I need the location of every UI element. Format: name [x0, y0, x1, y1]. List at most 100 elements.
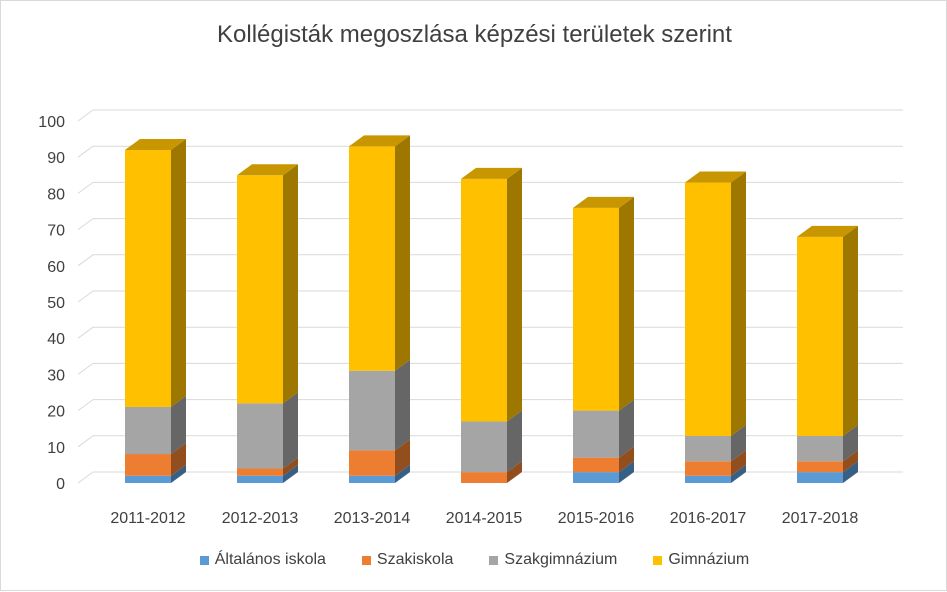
bar-segment [685, 475, 731, 483]
bar-segment-side [843, 461, 858, 483]
bar-segment [797, 461, 843, 473]
chart-legend: Általános iskola Szakiskola Szakgimnázium G… [1, 551, 947, 569]
bar-segment [349, 370, 395, 451]
gridline-depth [77, 471, 94, 484]
bar-segment [349, 450, 395, 476]
bar-segment-top [349, 135, 410, 147]
chart-title: Kollégisták megoszlása képzési területek… [217, 21, 732, 48]
bar-segment-side [619, 461, 634, 483]
bar-segment [797, 435, 843, 462]
bar-segment-side [843, 424, 858, 462]
bar-segment [125, 406, 171, 455]
gridline-depth [77, 362, 94, 375]
bar-segment [573, 410, 619, 458]
y-tick-label: 50 [47, 295, 65, 312]
gridline-depth [77, 290, 94, 303]
y-tick-label: 100 [38, 114, 65, 131]
bar-segment-top [573, 196, 634, 208]
bar-segment-side [283, 392, 298, 469]
bar-segment-side [731, 450, 746, 476]
gridline-depth [77, 109, 94, 122]
bar-segment [237, 468, 283, 476]
bar-segment [125, 454, 171, 476]
y-tick-label: 20 [47, 404, 65, 421]
bar-segment [685, 461, 731, 476]
legend-item: Szakiskola [361, 551, 454, 569]
x-tick-label: 2014-2015 [446, 510, 523, 527]
gridline-depth [77, 181, 94, 194]
bar-segment-side [619, 446, 634, 473]
gridline-depth [77, 218, 94, 231]
x-tick-label: 2011-2012 [110, 510, 185, 527]
bar-segment-side [843, 225, 858, 436]
legend-swatch [361, 555, 371, 565]
x-tick-label: 2016-2017 [670, 510, 747, 527]
y-tick-label: 0 [56, 476, 65, 493]
bar-segment-side [507, 461, 522, 483]
bar-segment-side [619, 399, 634, 458]
bar-segment-top [125, 138, 186, 150]
x-tick-label: 2017-2018 [782, 510, 859, 527]
bar-segment-top [237, 164, 298, 176]
bar-segment-top [797, 225, 858, 237]
y-tick-label: 70 [47, 223, 65, 240]
x-tick-label: 2012-2013 [222, 510, 299, 527]
bar-segment [573, 472, 619, 483]
gridline-depth [77, 254, 94, 267]
gridline-depth [77, 399, 94, 412]
bar-segment [349, 475, 395, 483]
bar-segment [237, 175, 283, 404]
bar-segment [125, 475, 171, 483]
legend-swatch [199, 555, 209, 565]
bar-segment-side [283, 457, 298, 476]
bar-segment-side [619, 196, 634, 411]
gridline-depth [77, 435, 94, 448]
bar-segment [125, 149, 171, 407]
bar-segment [461, 178, 507, 422]
bar-segment-top [461, 167, 522, 179]
bar-segment-side [507, 167, 522, 422]
bar-segment-side [171, 395, 186, 455]
legend-label: Szakgimnázium [504, 551, 618, 568]
bar-segment [237, 475, 283, 483]
gridline-depth [77, 145, 94, 158]
bar-segment-side [171, 464, 186, 483]
bar-segment-side [171, 443, 186, 476]
legend-item: Szakgimnázium [489, 551, 617, 569]
y-tick-label: 80 [47, 186, 65, 203]
x-tick-label: 2015-2016 [558, 510, 635, 527]
y-tick-label: 10 [47, 440, 65, 457]
y-tick-label: 40 [47, 331, 65, 348]
bar-segment [685, 182, 731, 436]
gridline-depth [77, 326, 94, 339]
bar-segment-side [395, 135, 410, 371]
legend-label: Általános iskola [214, 551, 326, 568]
bar-segment-side [395, 359, 410, 451]
legend-swatch [489, 555, 499, 565]
y-tick-label: 30 [47, 367, 65, 384]
bar-segment-top [685, 171, 746, 183]
x-tick-label: 2013-2014 [334, 510, 411, 527]
bar-segment-side [283, 464, 298, 483]
bar-segment [349, 146, 395, 371]
bar-segment-side [731, 171, 746, 436]
legend-swatch [653, 555, 663, 565]
y-tick-label: 60 [47, 259, 65, 276]
y-tick-label: 90 [47, 150, 65, 167]
bar-segment-side [395, 439, 410, 476]
bar-segment-side [171, 138, 186, 407]
bar-segment [237, 403, 283, 469]
legend-item: Gimnázium [653, 551, 749, 569]
bar-segment-side [731, 464, 746, 483]
bar-segment [573, 207, 619, 411]
bar-segment-side [395, 464, 410, 483]
bar-segment [461, 472, 507, 483]
legend-label: Szakiskola [376, 551, 454, 568]
bar-segment-side [731, 424, 746, 462]
bar-segment [797, 236, 843, 436]
bar-segment-side [507, 410, 522, 473]
bar-segment [685, 435, 731, 462]
bar-segment [797, 472, 843, 483]
